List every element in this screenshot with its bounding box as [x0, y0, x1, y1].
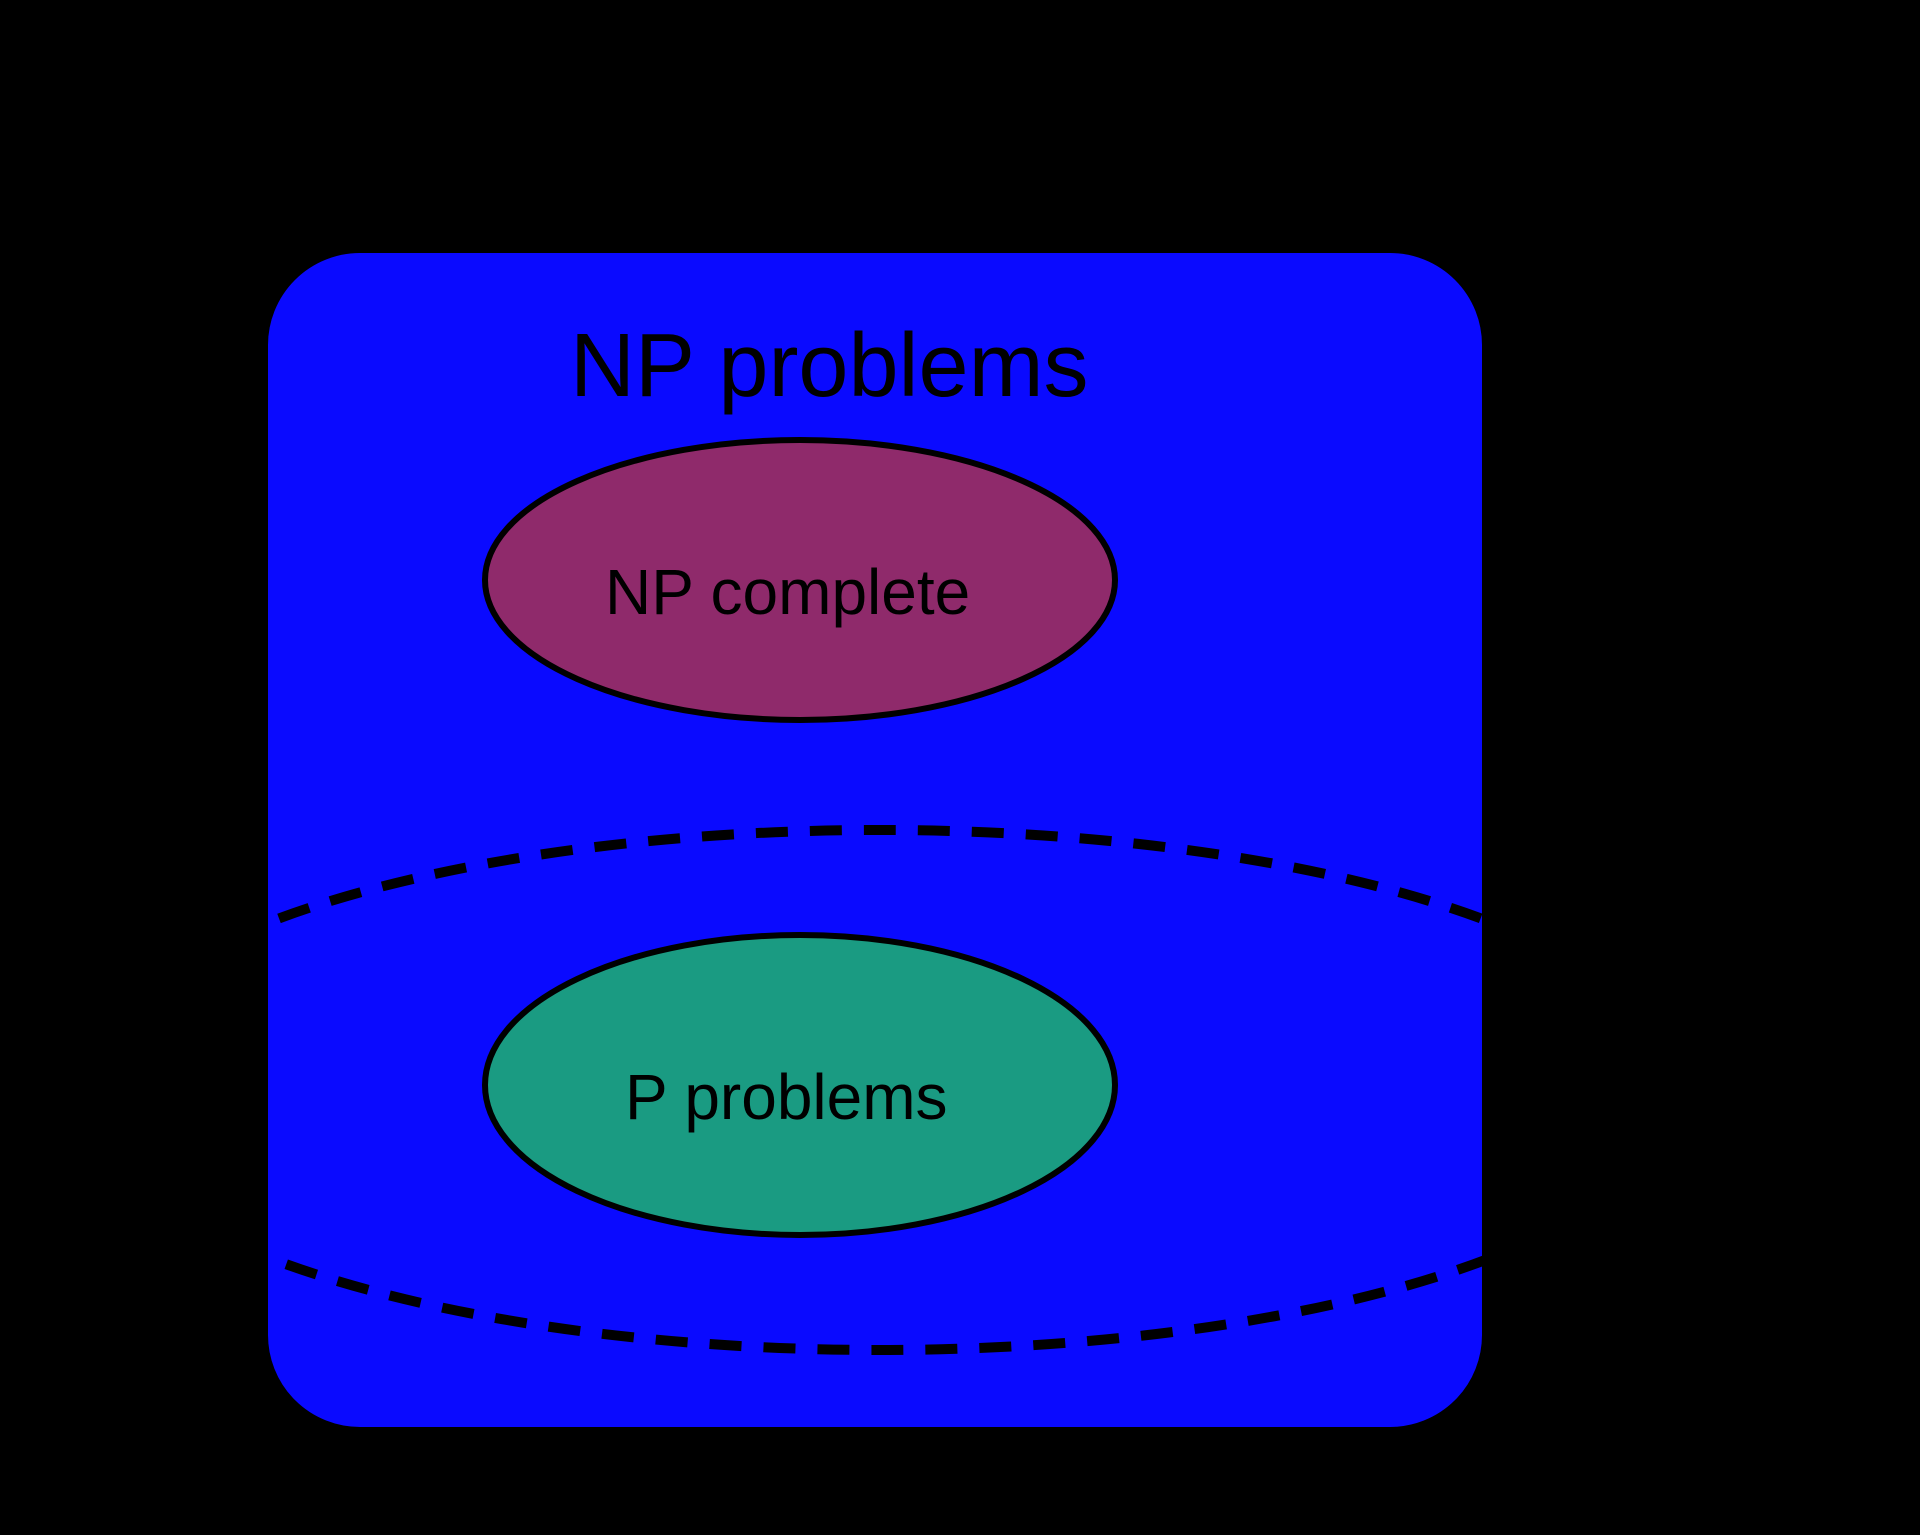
- np-complete-label: NP complete: [605, 555, 970, 629]
- complexity-classes-diagram: PSPACE problems NP problems NP complete …: [0, 0, 1920, 1535]
- p-label: P problems: [625, 1060, 948, 1134]
- bqp-label: BQP: [1505, 920, 1632, 989]
- np-label: NP problems: [570, 315, 1089, 418]
- np-region: [265, 250, 1485, 1430]
- pspace-label: PSPACE problems: [570, 95, 1223, 186]
- diagram-svg: [0, 0, 1920, 1535]
